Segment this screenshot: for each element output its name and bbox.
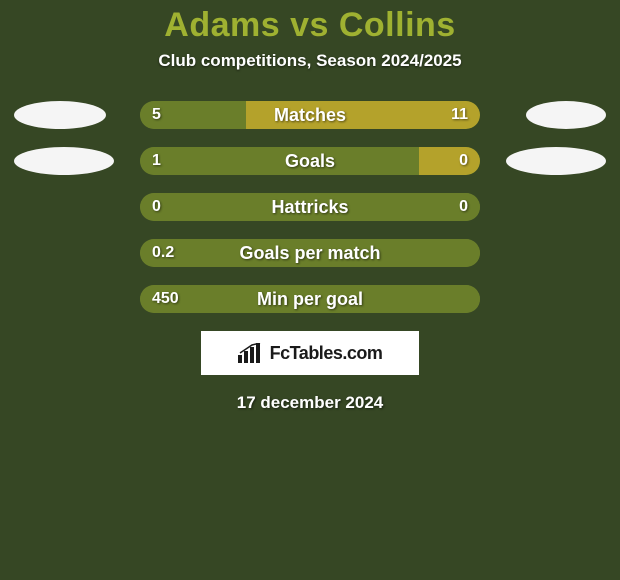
- team-badge-right: [506, 147, 606, 175]
- bar-fill-left: [140, 193, 480, 221]
- stat-rows: 5 Matches 11 1 Goals 0: [0, 101, 620, 313]
- bar-fill-left: [140, 239, 480, 267]
- page-title: Adams vs Collins: [0, 6, 620, 45]
- bar-track: 1 Goals 0: [140, 147, 480, 175]
- bar-track: 0.2 Goals per match: [140, 239, 480, 267]
- footer-date: 17 december 2024: [0, 393, 620, 413]
- team-badge-left: [14, 147, 114, 175]
- bar-track: 0 Hattricks 0: [140, 193, 480, 221]
- stat-value-left: 450: [152, 285, 179, 313]
- bar-fill-right: [419, 147, 480, 175]
- team-badge-right: [526, 101, 606, 129]
- stat-value-right: 0: [459, 193, 468, 221]
- bar-track: 450 Min per goal: [140, 285, 480, 313]
- stat-value-right: 11: [451, 101, 468, 129]
- chart-icon: [238, 343, 264, 363]
- stat-row-matches: 5 Matches 11: [0, 101, 620, 129]
- subtitle: Club competitions, Season 2024/2025: [0, 51, 620, 71]
- stat-value-right: 0: [459, 147, 468, 175]
- stat-row-goals: 1 Goals 0: [0, 147, 620, 175]
- bar-fill-left: [140, 285, 480, 313]
- stat-value-left: 5: [152, 101, 161, 129]
- bar-track: 5 Matches 11: [140, 101, 480, 129]
- bar-fill-right: [246, 101, 480, 129]
- stat-row-hattricks: 0 Hattricks 0: [0, 193, 620, 221]
- stat-value-left: 1: [152, 147, 161, 175]
- stat-row-min-per-goal: 450 Min per goal: [0, 285, 620, 313]
- stat-value-left: 0: [152, 193, 161, 221]
- brand-box[interactable]: FcTables.com: [201, 331, 419, 375]
- stat-value-left: 0.2: [152, 239, 174, 267]
- stat-row-goals-per-match: 0.2 Goals per match: [0, 239, 620, 267]
- team-badge-left: [14, 101, 106, 129]
- comparison-card: Adams vs Collins Club competitions, Seas…: [0, 0, 620, 580]
- brand-text: FcTables.com: [270, 343, 383, 364]
